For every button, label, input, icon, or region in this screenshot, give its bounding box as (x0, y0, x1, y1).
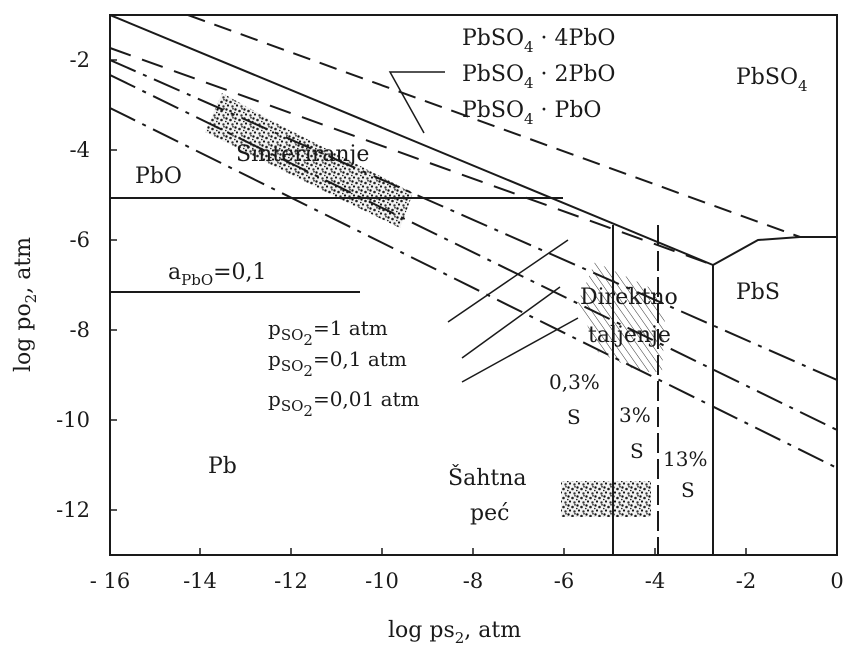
pbso4-2pbo-boundary-line (110, 47, 714, 266)
region-label-pb: Pb (208, 454, 237, 479)
pso2-1atm-line (110, 59, 837, 381)
y-axis-title: log po2, atm (11, 237, 40, 372)
x-tick-label: -12 (274, 569, 308, 593)
pbs-sulfate-boundary-line (712, 236, 837, 266)
region-label-taljenje: taljenje (588, 323, 671, 348)
x-tick-label: -8 (463, 569, 483, 593)
pso2-label-0-01atm: pSO2=0,01 atm (268, 387, 420, 420)
plot-area (110, 15, 837, 555)
sulfur-label-0-3pct-s: S (567, 405, 581, 429)
pbso4-boundary-line (187, 15, 801, 238)
region-label-sinteriranje: Sinteriranje (236, 142, 369, 167)
pso2-0-01atm-line (110, 107, 837, 469)
sulfur-label-3pct: 3% (619, 403, 651, 427)
y-tick-label: -2 (70, 48, 90, 72)
pso2-label-0-1atm: pSO2=0,1 atm (268, 347, 407, 380)
x-tick-label: -4 (645, 569, 665, 593)
x-tick-label: -2 (736, 569, 756, 593)
x-tick-label: -14 (183, 569, 217, 593)
phase-label-pbso4-2pbo: PbSO4 · 2PbO (462, 62, 615, 92)
sulfur-label-3pct-s: S (630, 439, 644, 463)
region-label-pbo: PbO (135, 164, 182, 189)
pso2-label-1atm: pSO2=1 atm (268, 316, 388, 349)
region-label-direktno: Direktno (580, 285, 678, 310)
phase-label-pbso4-pbo: PbSO4 · PbO (462, 98, 601, 128)
sulfur-label-13pct: 13% (663, 447, 707, 471)
region-label-pec: peć (470, 501, 509, 526)
pso2-1atm-pointer (447, 239, 569, 323)
pso2-0-01atm-pointer (461, 317, 579, 383)
activity-label-apbo: aPbO=0,1 (168, 260, 267, 289)
sulfur-label-0-3pct: 0,3% (549, 370, 600, 394)
phase-label-pbso4-4pbo: PbSO4 · 4PbO (462, 26, 615, 56)
sulfur-label-13pct-s: S (681, 478, 695, 502)
x-tick-label: -6 (554, 569, 574, 593)
x-tick-label: - 16 (90, 569, 131, 593)
y-tick-label: -8 (70, 318, 90, 342)
y-tick-label: -12 (56, 498, 90, 522)
axis-ticks (109, 59, 747, 555)
x-tick-label: 0 (830, 569, 843, 593)
y-tick-label: -4 (70, 138, 90, 162)
x-axis-title: log ps2, atm (388, 618, 521, 645)
y-tick-label: -10 (56, 408, 90, 432)
oxysulfate-label-pointer (388, 71, 445, 134)
phase-label-pbso4: PbSO4 (736, 65, 808, 95)
sinteriranje-shaded-area (205, 93, 413, 228)
sahtna-pec-shaded-area (561, 481, 651, 517)
region-label-pbs: PbS (736, 280, 780, 305)
pso2-0-1atm-pointer (461, 286, 561, 359)
pso2-0-1atm-line (110, 74, 837, 431)
y-tick-label: -6 (70, 228, 90, 252)
oxysulfate-boundary-line (110, 15, 714, 266)
direktno-taljenje-hatched-area (578, 262, 665, 372)
region-label-sahtna: Šahtna (448, 464, 526, 491)
x-tick-label: -10 (365, 569, 399, 593)
